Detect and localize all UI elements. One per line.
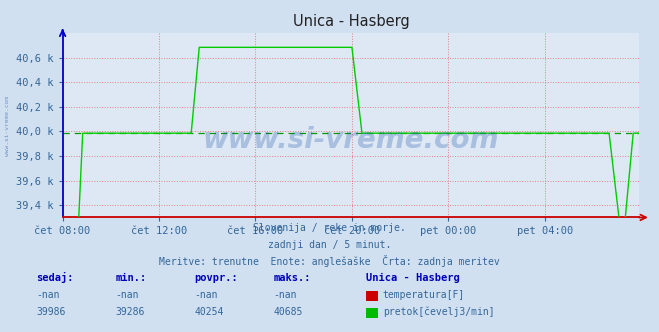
Text: zadnji dan / 5 minut.: zadnji dan / 5 minut. bbox=[268, 240, 391, 250]
Text: -nan: -nan bbox=[273, 290, 297, 300]
Text: -nan: -nan bbox=[194, 290, 218, 300]
Text: 40254: 40254 bbox=[194, 307, 224, 317]
Text: min.:: min.: bbox=[115, 273, 146, 283]
Text: pretok[čevelj3/min]: pretok[čevelj3/min] bbox=[383, 306, 494, 317]
Text: 40685: 40685 bbox=[273, 307, 303, 317]
Text: maks.:: maks.: bbox=[273, 273, 311, 283]
Title: Unica - Hasberg: Unica - Hasberg bbox=[293, 14, 409, 29]
Text: Unica - Hasberg: Unica - Hasberg bbox=[366, 273, 459, 283]
Text: 39986: 39986 bbox=[36, 307, 66, 317]
Text: 39286: 39286 bbox=[115, 307, 145, 317]
Text: povpr.:: povpr.: bbox=[194, 273, 238, 283]
Text: Slovenija / reke in morje.: Slovenija / reke in morje. bbox=[253, 223, 406, 233]
Text: temperatura[F]: temperatura[F] bbox=[383, 290, 465, 300]
Text: www.si-vreme.com: www.si-vreme.com bbox=[203, 126, 499, 154]
Text: -nan: -nan bbox=[115, 290, 139, 300]
Text: www.si-vreme.com: www.si-vreme.com bbox=[5, 96, 11, 156]
Text: -nan: -nan bbox=[36, 290, 60, 300]
Text: Meritve: trenutne  Enote: anglešaške  Črta: zadnja meritev: Meritve: trenutne Enote: anglešaške Črta… bbox=[159, 255, 500, 267]
Text: sedaj:: sedaj: bbox=[36, 272, 74, 283]
